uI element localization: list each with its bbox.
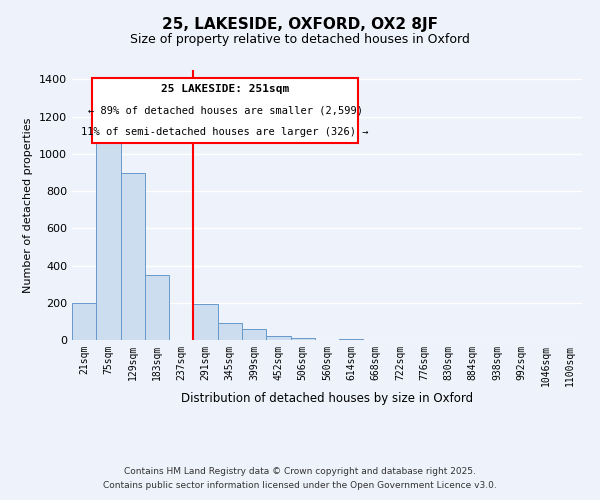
X-axis label: Distribution of detached houses by size in Oxford: Distribution of detached houses by size …	[181, 392, 473, 404]
Text: ← 89% of detached houses are smaller (2,599): ← 89% of detached houses are smaller (2,…	[88, 105, 362, 115]
Bar	[121, 174, 145, 340]
Bar	[290, 338, 315, 340]
Text: Contains public sector information licensed under the Open Government Licence v3: Contains public sector information licen…	[103, 481, 497, 490]
Text: Contains HM Land Registry data © Crown copyright and database right 2025.: Contains HM Land Registry data © Crown c…	[124, 467, 476, 476]
Y-axis label: Number of detached properties: Number of detached properties	[23, 118, 34, 292]
Bar	[242, 330, 266, 340]
Text: Size of property relative to detached houses in Oxford: Size of property relative to detached ho…	[130, 32, 470, 46]
Text: 25 LAKESIDE: 251sqm: 25 LAKESIDE: 251sqm	[161, 84, 289, 94]
Text: 25, LAKESIDE, OXFORD, OX2 8JF: 25, LAKESIDE, OXFORD, OX2 8JF	[162, 18, 438, 32]
Bar	[193, 304, 218, 340]
Bar	[218, 323, 242, 340]
Bar	[96, 130, 121, 340]
Bar	[72, 303, 96, 340]
Bar	[145, 275, 169, 340]
Bar	[339, 338, 364, 340]
Bar	[266, 336, 290, 340]
FancyBboxPatch shape	[92, 78, 358, 143]
Text: 11% of semi-detached houses are larger (326) →: 11% of semi-detached houses are larger (…	[81, 126, 369, 136]
